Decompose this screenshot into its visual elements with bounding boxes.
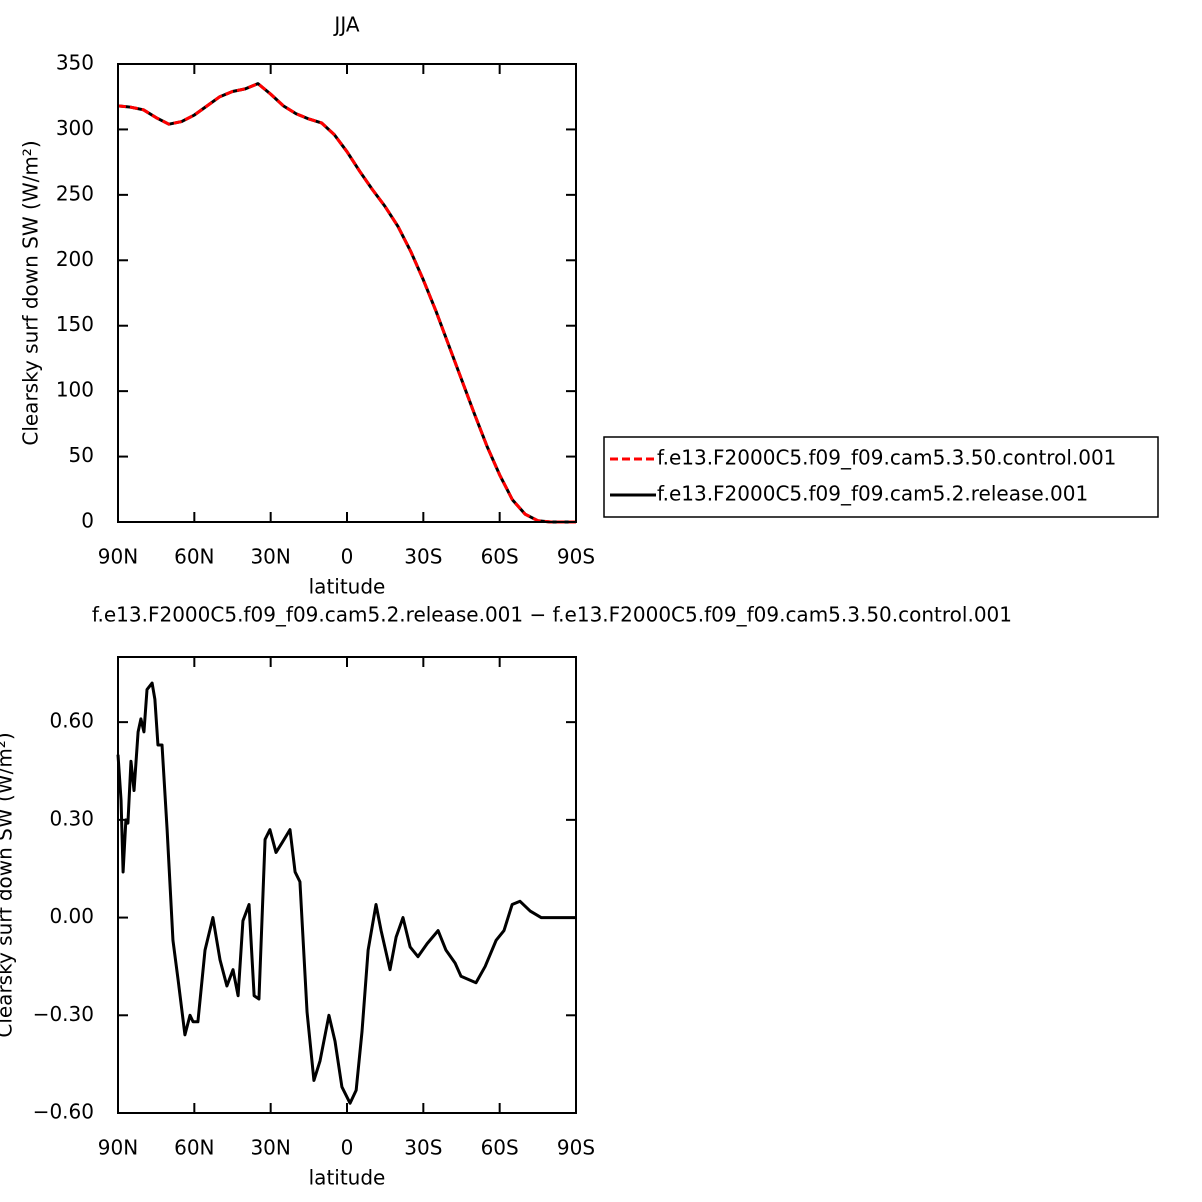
y-tick-label: 350	[56, 51, 94, 75]
y-tick-label: 150	[56, 312, 94, 336]
legend-box	[603, 436, 1159, 518]
x-tick-label: 60N	[174, 1136, 214, 1160]
x-tick-label: 30N	[250, 545, 290, 569]
y-tick-label: 200	[56, 247, 94, 271]
x-axis-label: latitude	[309, 575, 386, 599]
y-tick-label: 300	[56, 116, 94, 140]
y-tick-label: 100	[56, 378, 94, 402]
x-tick-label: 0	[341, 545, 354, 569]
x-tick-label: 90S	[557, 545, 595, 569]
y-tick-label: 0.60	[49, 709, 94, 733]
x-tick-label: 60N	[174, 545, 214, 569]
x-tick-label: 60S	[481, 1136, 519, 1160]
x-tick-label: 30S	[404, 545, 442, 569]
y-tick-label: 50	[69, 443, 94, 467]
legend-label: f.e13.F2000C5.f09_f09.cam5.2.release.001	[657, 482, 1088, 506]
y-tick-label: 0	[81, 509, 94, 533]
x-tick-label: 60S	[481, 545, 519, 569]
x-tick-label: 90S	[557, 1136, 595, 1160]
y-tick-label: 0.00	[49, 904, 94, 928]
data-line	[117, 82, 576, 524]
y-axis-label: Clearsky surf down SW (W/m²)	[0, 732, 17, 1037]
x-tick-label: 0	[341, 1136, 354, 1160]
plot-frame	[117, 63, 577, 523]
plot-frame	[117, 656, 577, 1114]
y-axis-label: Clearsky surf down SW (W/m²)	[19, 140, 43, 445]
y-tick-label: −0.30	[33, 1002, 94, 1026]
x-axis-label: latitude	[309, 1166, 386, 1190]
chart-title: JJA	[332, 13, 359, 37]
y-tick-label: −0.60	[33, 1100, 94, 1124]
y-tick-label: 0.30	[49, 806, 94, 830]
chart-title: f.e13.F2000C5.f09_f09.cam5.2.release.001…	[92, 603, 1012, 627]
x-tick-label: 90N	[98, 545, 138, 569]
x-tick-label: 90N	[98, 1136, 138, 1160]
x-tick-label: 30N	[250, 1136, 290, 1160]
legend: f.e13.F2000C5.f09_f09.cam5.3.50.control.…	[603, 436, 1159, 518]
data-line	[116, 681, 576, 1105]
x-tick-label: 30S	[404, 1136, 442, 1160]
y-tick-label: 250	[56, 181, 94, 205]
legend-label: f.e13.F2000C5.f09_f09.cam5.3.50.control.…	[657, 446, 1116, 470]
